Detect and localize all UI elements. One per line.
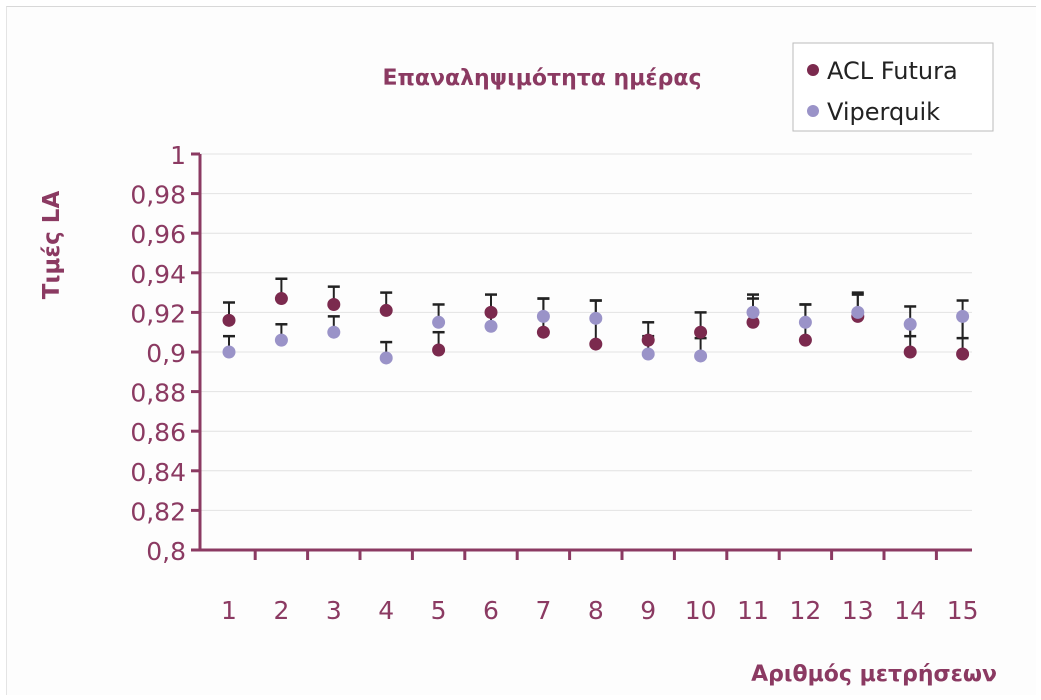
x-tick-label: 13 xyxy=(842,596,874,625)
chart-svg: 0,80,820,840,860,880,90,920,940,960,981 … xyxy=(39,42,997,687)
legend-label-acl-futura: ACL Futura xyxy=(827,57,958,85)
legend-box xyxy=(792,42,994,132)
data-point-acl-futura xyxy=(694,325,708,339)
x-tick-label: 5 xyxy=(431,596,447,625)
data-point-acl-futura xyxy=(903,345,917,359)
x-tick-label: 12 xyxy=(789,596,821,625)
data-point-viperquik xyxy=(746,305,760,319)
data-point-acl-futura xyxy=(274,292,288,306)
data-point-acl-futura xyxy=(589,337,603,351)
chart-title: Επαναληψιμότητα ημέρας xyxy=(382,66,701,91)
x-tick-labels: 1 2 3 4 5 6 7 8 9 10 11 12 13 14 15 xyxy=(221,596,978,625)
x-axis-label: Αριθμός μετρήσεων xyxy=(751,662,997,687)
data-point-viperquik xyxy=(432,315,446,329)
data-points xyxy=(222,292,970,365)
axis-layer xyxy=(191,152,972,560)
y-tick-label: 0,92 xyxy=(130,299,186,328)
x-tick-label: 3 xyxy=(326,596,342,625)
data-point-viperquik xyxy=(327,325,341,339)
x-tick-label: 6 xyxy=(483,596,499,625)
data-point-viperquik xyxy=(484,319,498,333)
data-point-acl-futura xyxy=(432,343,446,357)
x-tick-label: 9 xyxy=(640,596,656,625)
y-tick-label: 0,82 xyxy=(130,497,186,526)
data-point-acl-futura xyxy=(798,333,812,347)
data-point-viperquik xyxy=(903,317,917,331)
y-tick-label: 1 xyxy=(170,141,186,170)
y-tick-label: 0,94 xyxy=(130,260,186,289)
chart-area: 0,8 0,82 0,84 0,86 0,88 0,9 0,92 0,94 0,96 0,98 1 … xyxy=(6,6,1036,695)
data-point-viperquik xyxy=(694,349,708,363)
x-tick-label: 4 xyxy=(378,596,394,625)
y-tick-label: 0,8 xyxy=(146,537,186,566)
data-point-acl-futura xyxy=(222,313,236,327)
x-tick-label: 14 xyxy=(894,596,926,625)
y-tick-label: 0,98 xyxy=(130,181,186,210)
data-point-acl-futura xyxy=(379,303,393,317)
legend-marker-acl-futura xyxy=(807,64,819,76)
x-tick-label: 15 xyxy=(947,596,979,625)
data-point-viperquik xyxy=(956,309,970,323)
x-tick-label: 11 xyxy=(737,596,769,625)
data-point-viperquik xyxy=(589,311,603,325)
legend-label-viperquik: Viperquik xyxy=(827,98,940,126)
data-point-viperquik xyxy=(851,305,865,319)
data-point-viperquik xyxy=(379,351,393,365)
data-point-acl-futura xyxy=(484,305,498,319)
x-tick-label: 1 xyxy=(221,596,237,625)
y-tick-labels: 0,8 0,82 0,84 0,86 0,88 0,9 0,92 0,94 0,96 0,98 1 xyxy=(130,141,186,566)
data-point-acl-futura xyxy=(536,325,550,339)
data-point-viperquik xyxy=(274,333,288,347)
x-tick-label: 7 xyxy=(535,596,551,625)
x-tick-label: 8 xyxy=(588,596,604,625)
data-point-acl-futura xyxy=(641,333,655,347)
data-point-acl-futura xyxy=(327,297,341,311)
x-tick-label: 2 xyxy=(273,596,289,625)
y-tick-label: 0,86 xyxy=(130,418,186,447)
data-point-viperquik xyxy=(222,345,236,359)
y-tick-label: 0,9 xyxy=(146,339,186,368)
legend: ACL Futura Viperquik xyxy=(792,42,994,132)
x-tick-label: 10 xyxy=(685,596,717,625)
data-point-viperquik xyxy=(798,315,812,329)
grid-layer xyxy=(200,153,972,511)
data-point-acl-futura xyxy=(956,347,970,361)
y-axis-label: Τιμές LA xyxy=(39,191,65,300)
y-tick-label: 0,88 xyxy=(130,379,186,408)
data-point-viperquik xyxy=(536,309,550,323)
data-point-viperquik xyxy=(641,347,655,361)
y-tick-label: 0,96 xyxy=(130,220,186,249)
y-tick-label: 0,84 xyxy=(130,458,186,487)
legend-marker-viperquik xyxy=(807,105,819,117)
data-point-acl-futura xyxy=(746,315,760,329)
